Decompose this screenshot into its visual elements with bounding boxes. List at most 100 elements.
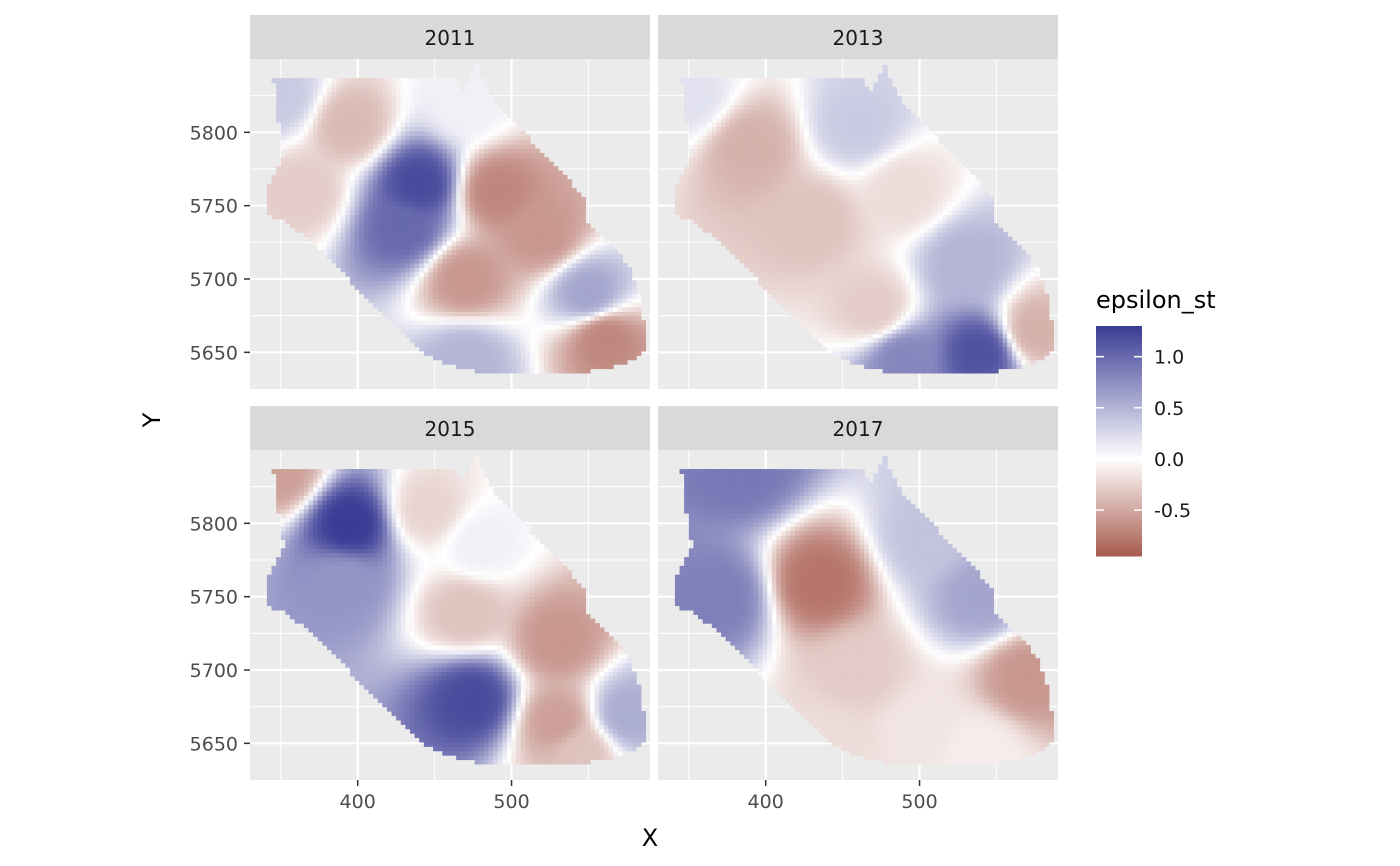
raster-cell — [539, 337, 545, 343]
raster-cell — [794, 276, 801, 282]
raster-cell — [794, 218, 801, 224]
raster-cell — [483, 267, 490, 273]
raster-cell — [359, 117, 365, 123]
raster-layer — [266, 64, 646, 374]
raster-cell — [716, 104, 722, 110]
raster-cell — [322, 157, 328, 163]
raster-cell — [391, 210, 397, 216]
raster-cell — [479, 205, 485, 211]
raster-cell — [520, 188, 526, 194]
raster-cell — [345, 82, 351, 88]
raster-cell — [290, 148, 296, 154]
raster-cell — [506, 188, 513, 194]
raster-cell — [702, 117, 708, 123]
raster-cell — [739, 214, 745, 220]
raster-cell — [446, 306, 453, 312]
raster-cell — [386, 245, 393, 251]
raster-cell — [483, 315, 490, 321]
raster-cell — [516, 135, 522, 141]
raster-cell — [326, 218, 333, 224]
raster-cell — [410, 183, 416, 189]
raster-cell — [419, 157, 425, 163]
raster-cell — [359, 218, 365, 224]
raster-cell — [571, 218, 577, 224]
raster-cell — [470, 298, 476, 304]
raster-cell — [465, 126, 471, 132]
raster-cell — [506, 236, 513, 242]
raster-cell — [488, 144, 494, 150]
raster-cell — [488, 113, 494, 119]
raster-cell — [359, 192, 365, 198]
raster-cell — [785, 223, 791, 229]
raster-cell — [576, 293, 582, 299]
raster-cell — [396, 311, 402, 317]
raster-cell — [474, 91, 480, 97]
raster-cell — [566, 298, 573, 304]
raster-cell — [721, 218, 727, 224]
raster-cell — [730, 100, 736, 106]
raster-cell — [336, 232, 342, 238]
raster-cell — [414, 276, 420, 282]
raster-cell — [739, 254, 745, 260]
raster-cell — [679, 183, 685, 189]
raster-cell — [525, 218, 531, 224]
raster-cell — [580, 236, 586, 242]
raster-cell — [511, 298, 517, 304]
raster-cell — [566, 293, 573, 299]
raster-cell — [373, 276, 379, 282]
raster-cell — [785, 135, 791, 141]
raster-cell — [758, 210, 764, 216]
raster-cell — [781, 218, 787, 224]
raster-cell — [437, 223, 443, 229]
raster-cell — [626, 333, 633, 339]
raster-cell — [684, 78, 690, 84]
raster-cell — [693, 104, 699, 110]
raster-cell — [414, 157, 420, 163]
raster-cell — [350, 214, 356, 220]
raster-cell — [753, 205, 759, 211]
raster-cell — [391, 130, 397, 136]
raster-cell — [566, 328, 573, 334]
raster-cell — [730, 104, 736, 110]
raster-cell — [739, 245, 745, 251]
raster-cell — [350, 139, 356, 145]
raster-cell — [622, 298, 628, 304]
raster-cell — [711, 227, 718, 233]
raster-cell — [470, 293, 476, 299]
raster-cell — [716, 166, 722, 172]
raster-cell — [488, 170, 494, 176]
raster-cell — [368, 86, 374, 92]
raster-cell — [308, 108, 314, 114]
raster-cell — [785, 86, 791, 92]
raster-cell — [753, 240, 759, 246]
raster-cell — [419, 144, 425, 150]
raster-cell — [520, 174, 526, 180]
raster-cell — [539, 364, 545, 370]
raster-cell — [368, 227, 374, 233]
raster-cell — [414, 315, 420, 321]
raster-cell — [437, 254, 443, 260]
raster-cell — [762, 95, 768, 101]
raster-cell — [483, 126, 490, 132]
raster-cell — [322, 113, 328, 119]
raster-cell — [566, 183, 573, 189]
raster-cell — [762, 258, 768, 264]
raster-cell — [322, 249, 328, 255]
raster-cell — [313, 100, 319, 106]
raster-cell — [456, 293, 462, 299]
raster-cell — [502, 144, 508, 150]
raster-cell — [753, 223, 759, 229]
raster-cell — [326, 201, 333, 207]
raster-cell — [502, 311, 508, 317]
raster-cell — [340, 104, 346, 110]
raster-cell — [516, 144, 522, 150]
raster-cell — [734, 82, 741, 88]
raster-cell — [368, 249, 374, 255]
raster-cell — [446, 205, 453, 211]
raster-cell — [511, 258, 517, 264]
raster-cell — [557, 368, 563, 374]
raster-cell — [493, 113, 499, 119]
raster-cell — [799, 236, 805, 242]
raster-cell — [707, 196, 713, 202]
raster-cell — [594, 337, 600, 343]
